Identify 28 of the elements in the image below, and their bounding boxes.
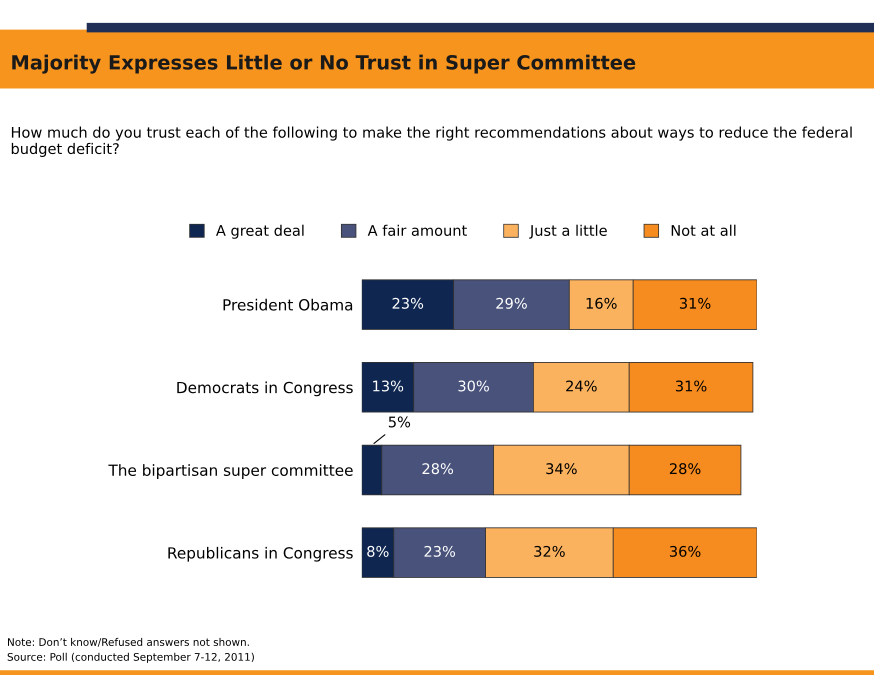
legend-label: A fair amount <box>368 224 467 236</box>
y-tick-label: Democrats in Congress <box>177 381 353 396</box>
y-tick-label: President Obama <box>224 298 352 311</box>
data-label: 13% <box>373 380 404 392</box>
data-label: 36% <box>670 546 700 557</box>
source-note: Source: Poll (conducted September 7-12, 2011) <box>8 652 254 663</box>
data-label: 31% <box>676 380 706 392</box>
data-label: 23% <box>392 298 424 309</box>
y-tick-label: Republicans in Congress <box>168 546 353 562</box>
data-label: 34% <box>546 463 577 474</box>
data-label: 24% <box>566 380 597 392</box>
data-label: 5% <box>388 416 410 428</box>
data-label: 28% <box>670 463 700 474</box>
data-label: 8% <box>367 546 389 557</box>
legend-label: Not at all <box>672 224 736 236</box>
data-label: 23% <box>424 546 456 557</box>
data-label: 30% <box>458 380 489 392</box>
chart-title: Majority Expresses Little or No Trust in Super Committee <box>12 54 636 74</box>
data-label: 32% <box>534 546 565 557</box>
data-label: 29% <box>496 298 527 309</box>
text: Note: Don’t know/Refused answers not shown. <box>8 638 249 647</box>
data-label: 28% <box>422 463 454 474</box>
legend-label: A great deal <box>216 224 304 239</box>
legend-label: Just a little <box>529 224 607 239</box>
chart-subtitle: How much do you trust each of the following to make the right recommendations about ways to reduce the federal budget deficit? <box>12 126 852 157</box>
data-label: 16% <box>586 298 617 309</box>
y-tick-label: The bipartisan super committee <box>108 464 353 479</box>
data-label: 31% <box>680 298 710 309</box>
